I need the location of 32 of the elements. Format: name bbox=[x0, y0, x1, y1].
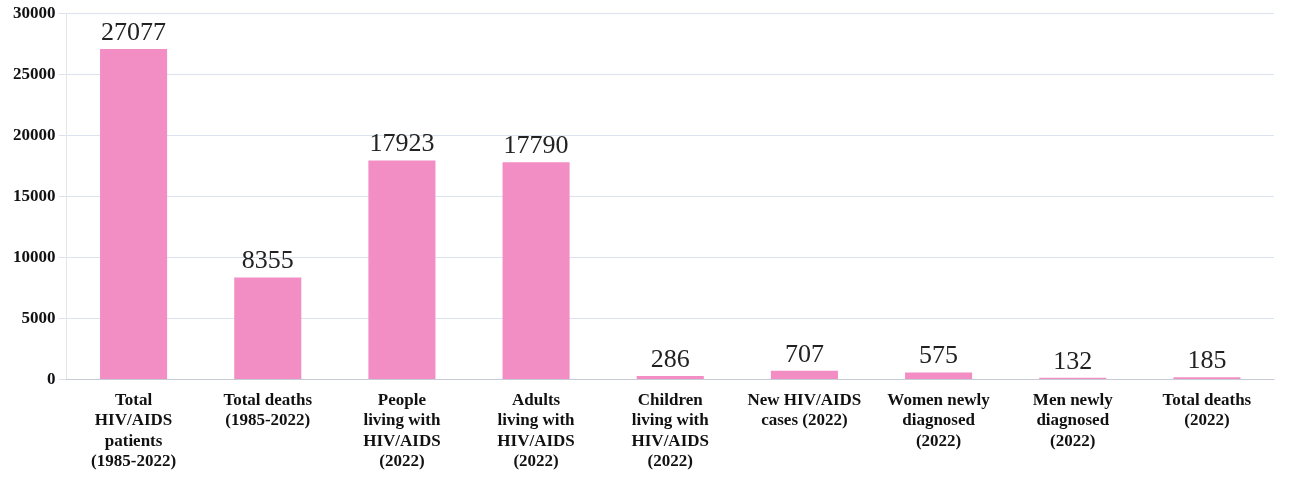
y-tick-label: 5000 bbox=[21, 307, 56, 327]
y-tick-label: 0 bbox=[47, 368, 56, 388]
data-label: 185 bbox=[1187, 344, 1227, 374]
x-tick-label: Men newly diagnosed (2022) bbox=[1032, 389, 1114, 450]
y-tick-label: 20000 bbox=[13, 124, 56, 144]
data-label: 17790 bbox=[503, 130, 569, 160]
bar bbox=[636, 375, 704, 379]
data-label: 27077 bbox=[101, 16, 167, 46]
x-tick-label: Adults living with HIV/AIDS (2022) bbox=[497, 389, 576, 471]
x-tick-label: Total deaths (2022) bbox=[1162, 389, 1252, 430]
bar bbox=[368, 160, 436, 379]
x-tick-label: Total HIV/AIDS patients (1985-2022) bbox=[91, 389, 177, 471]
bar bbox=[502, 162, 570, 379]
y-tick-label: 10000 bbox=[13, 246, 56, 266]
x-tick-label: New HIV/AIDS cases (2022) bbox=[747, 389, 862, 430]
x-tick-label: Children living with HIV/AIDS (2022) bbox=[631, 389, 710, 471]
x-tick-label: Women newly diagnosed (2022) bbox=[887, 389, 991, 450]
x-tick-label: People living with HIV/AIDS (2022) bbox=[363, 389, 441, 471]
data-label: 575 bbox=[919, 340, 959, 370]
data-label: 132 bbox=[1053, 345, 1093, 375]
y-tick-label: 30000 bbox=[13, 2, 56, 22]
bar bbox=[770, 370, 838, 379]
bar bbox=[234, 277, 302, 379]
data-label: 8355 bbox=[241, 245, 294, 275]
y-tick-label: 15000 bbox=[13, 185, 56, 205]
y-tick-label: 25000 bbox=[13, 63, 56, 83]
bar bbox=[905, 372, 973, 379]
data-label: 17923 bbox=[369, 128, 435, 158]
data-label: 707 bbox=[784, 338, 824, 368]
x-tick-label: Total deaths (1985-2022) bbox=[223, 389, 313, 430]
data-label: 286 bbox=[650, 343, 690, 373]
bar bbox=[100, 48, 168, 379]
